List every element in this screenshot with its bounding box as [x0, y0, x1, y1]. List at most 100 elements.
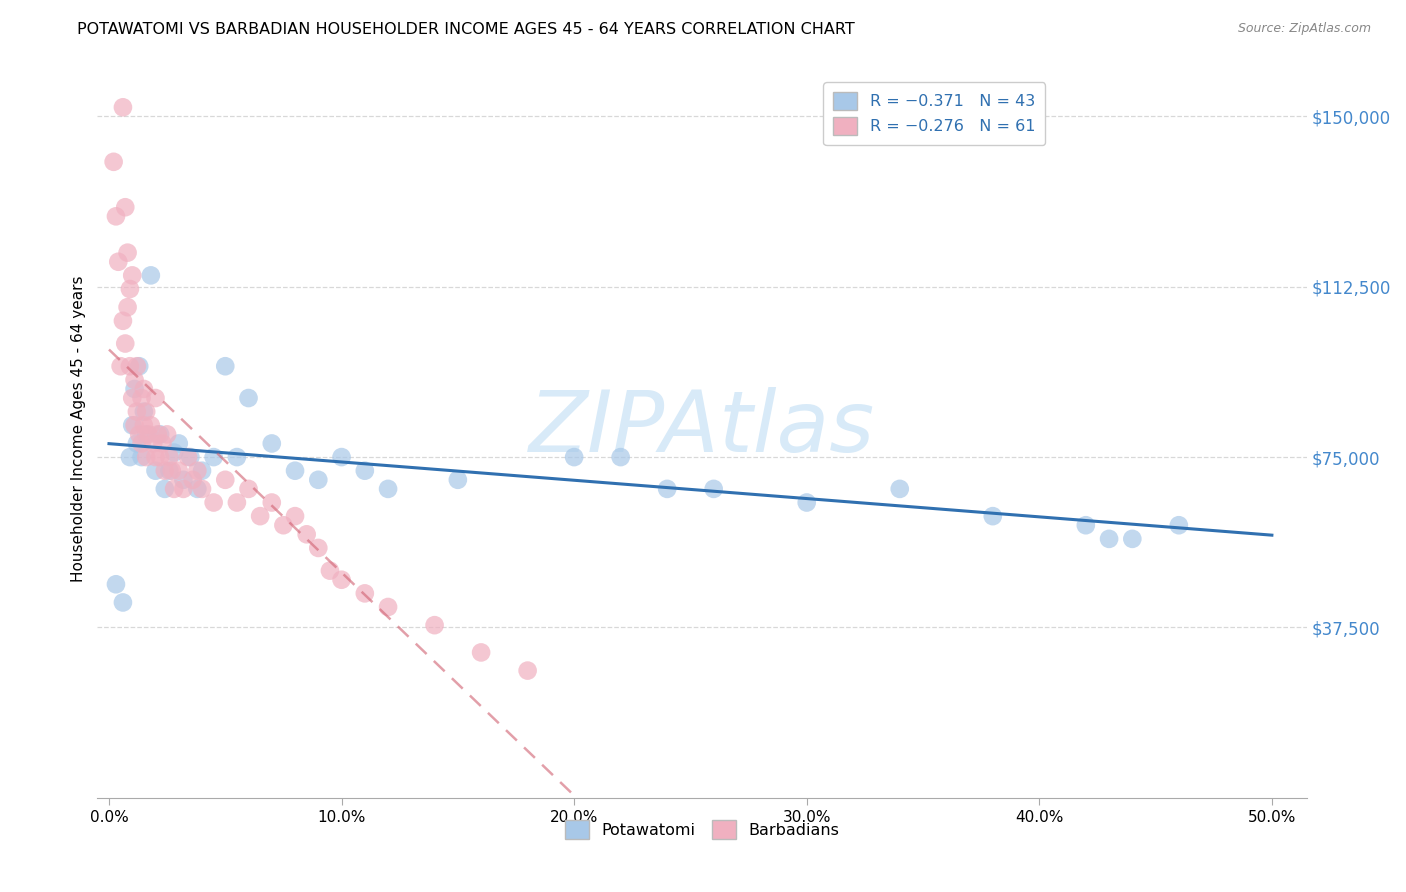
Point: [167, 464, 190, 478]
Point: [1121, 532, 1143, 546]
Point: [225, 495, 247, 509]
Point: [1167, 518, 1189, 533]
Point: [153, 464, 176, 478]
Point: [107, 254, 129, 268]
Point: [657, 482, 679, 496]
Point: [111, 100, 134, 114]
Point: [152, 436, 174, 450]
Point: [214, 473, 236, 487]
Point: [132, 382, 155, 396]
Point: [139, 418, 162, 433]
Point: [111, 595, 134, 609]
Point: [125, 436, 148, 450]
Point: [124, 373, 146, 387]
Point: [145, 450, 167, 464]
Point: [145, 391, 167, 405]
Point: [307, 541, 329, 555]
Point: [125, 359, 148, 374]
Point: [330, 573, 353, 587]
Point: [153, 482, 176, 496]
Point: [149, 450, 172, 464]
Point: [238, 482, 260, 496]
Text: ZIPAtlas: ZIPAtlas: [529, 387, 875, 470]
Point: [118, 282, 141, 296]
Point: [132, 418, 155, 433]
Point: [131, 436, 153, 450]
Point: [142, 436, 165, 450]
Point: [132, 405, 155, 419]
Point: [128, 359, 150, 374]
Point: [177, 450, 200, 464]
Point: [307, 473, 329, 487]
Point: [273, 518, 295, 533]
Y-axis label: Householder Income Ages 45 - 64 years: Householder Income Ages 45 - 64 years: [72, 276, 86, 582]
Point: [121, 418, 143, 433]
Point: [104, 577, 127, 591]
Point: [1098, 532, 1121, 546]
Point: [124, 418, 146, 433]
Point: [191, 482, 214, 496]
Point: [214, 359, 236, 374]
Point: [138, 427, 160, 442]
Point: [145, 464, 167, 478]
Point: [260, 495, 283, 509]
Point: [330, 450, 353, 464]
Point: [111, 314, 134, 328]
Point: [516, 664, 538, 678]
Point: [202, 450, 225, 464]
Point: [284, 464, 307, 478]
Point: [159, 450, 181, 464]
Point: [1074, 518, 1097, 533]
Point: [135, 405, 157, 419]
Point: [179, 450, 201, 464]
Point: [703, 482, 725, 496]
Point: [284, 509, 307, 524]
Point: [172, 482, 194, 496]
Point: [447, 473, 470, 487]
Point: [121, 391, 143, 405]
Point: [609, 450, 631, 464]
Point: [163, 445, 186, 459]
Point: [104, 210, 127, 224]
Point: [135, 450, 157, 464]
Point: [186, 464, 208, 478]
Point: [202, 495, 225, 509]
Point: [186, 482, 208, 496]
Point: [159, 464, 181, 478]
Point: [149, 427, 172, 442]
Point: [423, 618, 446, 632]
Point: [125, 405, 148, 419]
Point: [117, 245, 139, 260]
Point: [103, 154, 125, 169]
Text: POTAWATOMI VS BARBADIAN HOUSEHOLDER INCOME AGES 45 - 64 YEARS CORRELATION CHART: POTAWATOMI VS BARBADIAN HOUSEHOLDER INCO…: [77, 22, 855, 37]
Point: [167, 436, 190, 450]
Point: [124, 382, 146, 396]
Point: [118, 450, 141, 464]
Point: [353, 586, 375, 600]
Legend: Potawatomi, Barbadians: Potawatomi, Barbadians: [558, 814, 845, 846]
Point: [562, 450, 585, 464]
Point: [889, 482, 911, 496]
Point: [377, 599, 399, 614]
Point: [146, 427, 169, 442]
Point: [260, 436, 283, 450]
Point: [181, 473, 204, 487]
Point: [131, 391, 153, 405]
Point: [114, 336, 136, 351]
Point: [796, 495, 818, 509]
Point: [156, 427, 179, 442]
Point: [238, 391, 260, 405]
Point: [249, 509, 271, 524]
Point: [139, 268, 162, 283]
Point: [121, 268, 143, 283]
Point: [118, 359, 141, 374]
Point: [110, 359, 132, 374]
Point: [172, 473, 194, 487]
Point: [377, 482, 399, 496]
Point: [319, 564, 342, 578]
Point: [295, 527, 318, 541]
Point: [225, 450, 247, 464]
Point: [353, 464, 375, 478]
Point: [470, 645, 492, 659]
Point: [135, 427, 157, 442]
